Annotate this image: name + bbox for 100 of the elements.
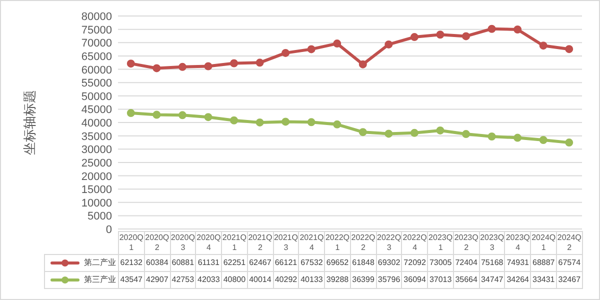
point bbox=[514, 134, 522, 142]
data-label: 67574 bbox=[556, 254, 582, 272]
point bbox=[565, 45, 574, 54]
point bbox=[152, 64, 161, 72]
y-tick-label: 55000 bbox=[81, 78, 112, 90]
data-label: 42753 bbox=[170, 272, 196, 288]
point bbox=[256, 58, 264, 67]
data-label: 37013 bbox=[428, 272, 454, 288]
point bbox=[358, 128, 367, 136]
data-label: 32467 bbox=[556, 272, 582, 288]
point bbox=[410, 128, 418, 137]
point bbox=[230, 116, 238, 124]
x-tick-label: 2023Q1 bbox=[428, 232, 454, 254]
data-label: 69302 bbox=[376, 254, 402, 272]
data-label: 62467 bbox=[247, 254, 274, 272]
data-label: 43547 bbox=[118, 272, 144, 288]
point bbox=[462, 130, 470, 138]
point bbox=[436, 126, 444, 134]
x-tick-label: 2022Q4 bbox=[402, 232, 428, 254]
x-tick-label: 2023Q4 bbox=[504, 232, 531, 254]
point bbox=[152, 110, 161, 119]
data-label: 34264 bbox=[504, 272, 531, 288]
data-label: 75168 bbox=[479, 254, 505, 272]
point bbox=[384, 130, 393, 138]
data-label: 62251 bbox=[222, 254, 248, 272]
point bbox=[333, 120, 342, 128]
y-tick-label: 65000 bbox=[81, 50, 112, 63]
y-tick-label: 20000 bbox=[81, 170, 112, 183]
point bbox=[230, 59, 238, 68]
data-label: 35664 bbox=[453, 272, 480, 288]
legend-label: 第三产业 bbox=[84, 275, 116, 284]
point bbox=[178, 62, 186, 71]
x-tick-label: 2023Q2 bbox=[453, 232, 480, 254]
x-tick-label: 2021Q1 bbox=[222, 232, 248, 254]
y-axis-title: 坐标轴标题 bbox=[23, 90, 38, 155]
data-label: 60384 bbox=[144, 254, 170, 272]
x-tick-label: 2020Q4 bbox=[196, 232, 222, 254]
data-label: 36094 bbox=[402, 272, 428, 288]
y-tick-label: 80000 bbox=[81, 11, 112, 23]
y-tick-label: 15000 bbox=[81, 184, 112, 196]
y-tick-label: 30000 bbox=[81, 144, 112, 156]
point bbox=[126, 109, 135, 118]
data-label: 35796 bbox=[376, 272, 402, 288]
data-label: 73005 bbox=[428, 254, 454, 272]
x-tick-label: 2023Q3 bbox=[479, 232, 505, 254]
x-tick-label: 2021Q3 bbox=[273, 232, 299, 254]
point bbox=[126, 60, 135, 68]
data-label: 40800 bbox=[222, 272, 248, 288]
data-label: 62132 bbox=[118, 254, 144, 272]
data-label: 39288 bbox=[324, 272, 350, 288]
y-tick-label: 40000 bbox=[81, 118, 112, 130]
point bbox=[204, 62, 212, 70]
x-tick-label: 2024Q1 bbox=[530, 232, 557, 254]
point bbox=[307, 118, 316, 126]
data-label: 40014 bbox=[247, 272, 274, 288]
y-tick-label: 60000 bbox=[81, 64, 112, 76]
data-label: 68887 bbox=[530, 254, 557, 272]
point bbox=[514, 25, 522, 34]
y-tick-label: 5000 bbox=[88, 210, 112, 223]
data-label: 74931 bbox=[504, 254, 531, 272]
point bbox=[565, 138, 574, 147]
data-label: 61848 bbox=[350, 254, 376, 272]
data-label: 40133 bbox=[298, 272, 325, 288]
data-label: 40292 bbox=[273, 272, 299, 288]
data-label: 42907 bbox=[144, 272, 170, 288]
y-tick-label: 75000 bbox=[81, 24, 112, 36]
y-tick-label: 25000 bbox=[81, 157, 112, 170]
point bbox=[488, 24, 496, 33]
point bbox=[204, 113, 212, 122]
x-tick-label: 2024Q2 bbox=[556, 232, 582, 254]
data-label: 69652 bbox=[324, 254, 350, 272]
point bbox=[436, 30, 444, 39]
legend-label: 第二产业 bbox=[84, 258, 116, 267]
point bbox=[539, 136, 548, 144]
point bbox=[256, 118, 264, 126]
x-tick-label: 2021Q4 bbox=[298, 232, 325, 254]
y-tick-label: 70000 bbox=[81, 38, 112, 50]
y-tick-label: 10000 bbox=[81, 197, 112, 210]
point bbox=[282, 118, 290, 126]
point bbox=[384, 40, 393, 48]
y-tick-label: 0 bbox=[106, 224, 112, 236]
data-label: 66121 bbox=[273, 254, 299, 272]
point bbox=[488, 132, 496, 140]
x-tick-label: 2022Q2 bbox=[350, 232, 376, 254]
data-label: 42033 bbox=[196, 272, 222, 288]
x-tick-label: 2021Q2 bbox=[247, 232, 274, 254]
point bbox=[539, 42, 548, 50]
data-label: 60881 bbox=[170, 254, 196, 272]
y-tick-label: 45000 bbox=[81, 104, 112, 116]
point bbox=[307, 45, 316, 54]
x-tick-label: 2022Q3 bbox=[376, 232, 402, 254]
data-label: 61131 bbox=[196, 254, 222, 272]
x-tick-label: 2020Q1 bbox=[118, 232, 144, 254]
x-tick-label: 2022Q1 bbox=[324, 232, 350, 254]
y-tick-label: 50000 bbox=[81, 90, 112, 103]
data-label: 33431 bbox=[530, 272, 557, 288]
x-tick-label: 2020Q2 bbox=[144, 232, 170, 254]
data-label: 72404 bbox=[453, 254, 480, 272]
point bbox=[178, 111, 186, 120]
point bbox=[333, 40, 342, 48]
